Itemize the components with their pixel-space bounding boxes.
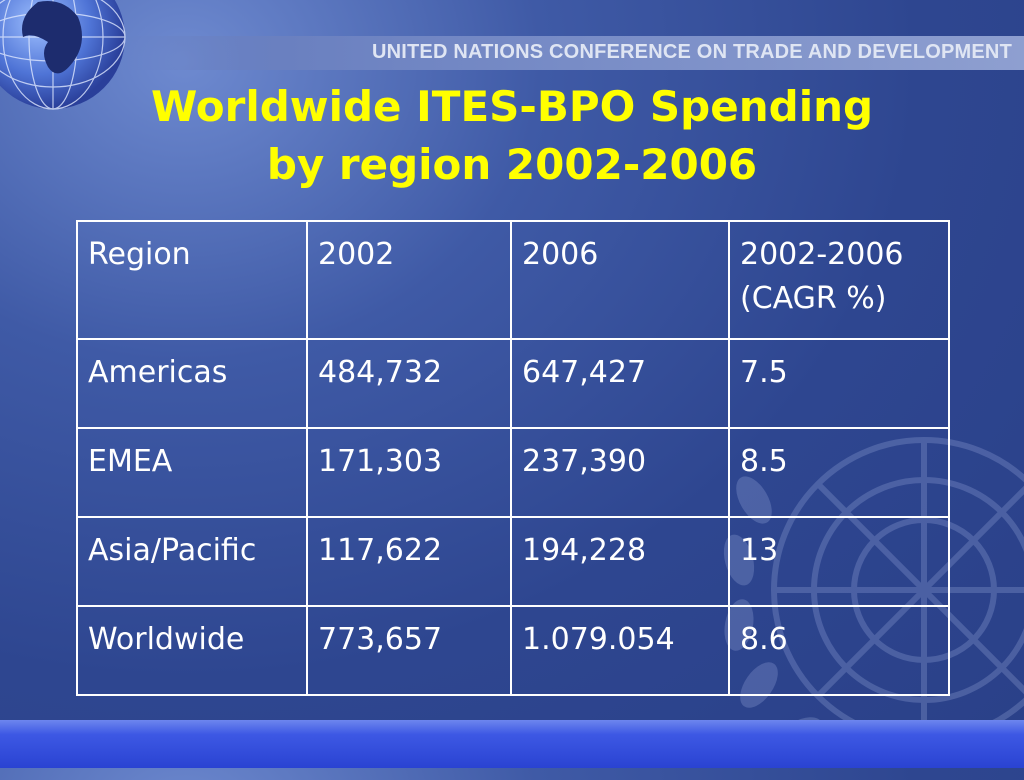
globe-icon — [0, 0, 126, 110]
cell-2006: 237,390 — [510, 427, 730, 518]
header-region: Region — [76, 220, 308, 340]
cell-region: Worldwide — [76, 605, 308, 696]
table-row: Asia/Pacific 117,622 194,228 13 — [76, 516, 950, 607]
table-row: Worldwide 773,657 1.079.054 8.6 — [76, 605, 950, 696]
cell-2002: 171,303 — [306, 427, 512, 518]
table-header-row: Region 2002 2006 2002-2006 (CAGR %) — [76, 220, 950, 340]
table-row: Americas 484,732 647,427 7.5 — [76, 338, 950, 429]
title-line-1: Worldwide ITES-BPO Spending — [150, 82, 874, 131]
cell-cagr: 7.5 — [728, 338, 950, 429]
bottom-bar — [0, 720, 1024, 768]
org-name: UNITED NATIONS CONFERENCE ON TRADE AND D… — [371, 41, 1012, 63]
cell-cagr: 13 — [728, 516, 950, 607]
cell-region: EMEA — [76, 427, 308, 518]
org-banner: UNITED NATIONS CONFERENCE ON TRADE AND D… — [120, 36, 1024, 70]
header-cagr: 2002-2006 (CAGR %) — [728, 220, 950, 340]
cell-2002: 117,622 — [306, 516, 512, 607]
cell-2006: 1.079.054 — [510, 605, 730, 696]
spending-table: Region 2002 2006 2002-2006 (CAGR %) Ameri… — [76, 220, 950, 696]
cell-2002: 773,657 — [306, 605, 512, 696]
cell-2006: 194,228 — [510, 516, 730, 607]
header-cagr-line1: 2002-2006 — [740, 237, 904, 272]
title-line-2: by region 2002-2006 — [266, 140, 758, 189]
cell-cagr: 8.5 — [728, 427, 950, 518]
cell-2006: 647,427 — [510, 338, 730, 429]
header-2002: 2002 — [306, 220, 512, 340]
cell-cagr: 8.6 — [728, 605, 950, 696]
cell-region: Americas — [76, 338, 308, 429]
table-row: EMEA 171,303 237,390 8.5 — [76, 427, 950, 518]
slide-title: Worldwide ITES-BPO Spending by region 20… — [0, 78, 1024, 194]
header-2006: 2006 — [510, 220, 730, 340]
cell-2002: 484,732 — [306, 338, 512, 429]
cell-region: Asia/Pacific — [76, 516, 308, 607]
header-cagr-line2: (CAGR %) — [740, 281, 887, 316]
